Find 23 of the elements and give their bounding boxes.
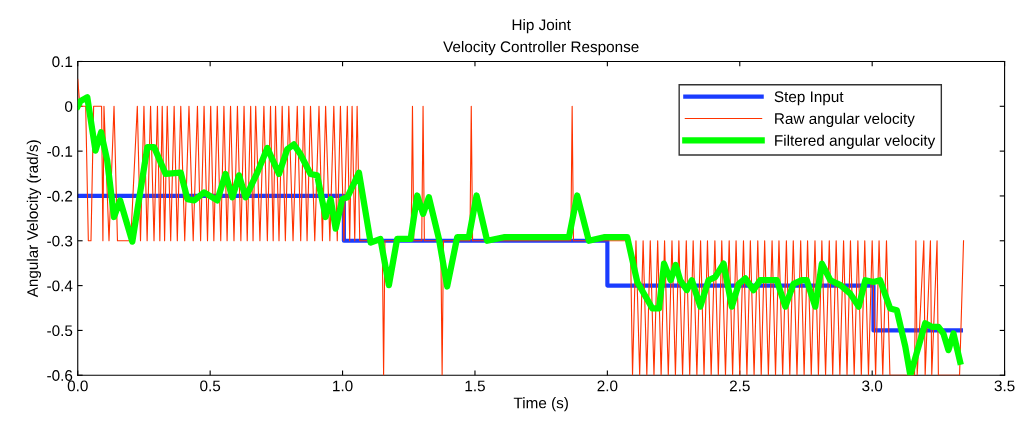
- x-tick-label: 2.5: [729, 380, 750, 392]
- legend-label: Step Input: [774, 91, 844, 106]
- y-tick-label: -0.6: [47, 370, 73, 381]
- y-tick-label: 0.1: [52, 56, 73, 68]
- y-tick-label: 0: [64, 101, 73, 112]
- chart-subtitle: Velocity Controller Response: [443, 40, 639, 56]
- y-tick-label: -0.1: [47, 145, 73, 157]
- x-tick-label: 0.0: [67, 380, 88, 392]
- x-tick-label: 3.5: [994, 380, 1015, 392]
- chart-title: Hip Joint: [512, 19, 571, 34]
- legend-label: Filtered angular velocity: [775, 134, 936, 149]
- y-tick-label: -0.3: [47, 235, 73, 247]
- legend-label: Raw angular velocity: [775, 112, 915, 128]
- y-tick-label: -0.4: [47, 280, 73, 292]
- x-tick-label: 0.5: [200, 380, 221, 392]
- x-axis-title: Time (s): [513, 397, 568, 412]
- y-axis-title: Angular Velocity (rad/s): [26, 140, 42, 298]
- y-tick-label: -0.2: [47, 190, 73, 202]
- x-tick-label: 3.0: [862, 380, 883, 392]
- y-tick-label: -0.5: [47, 325, 73, 337]
- x-tick-label: 1.0: [333, 380, 353, 392]
- x-tick-label: 1.5: [465, 380, 485, 392]
- x-tick-label: 2.0: [597, 380, 618, 392]
